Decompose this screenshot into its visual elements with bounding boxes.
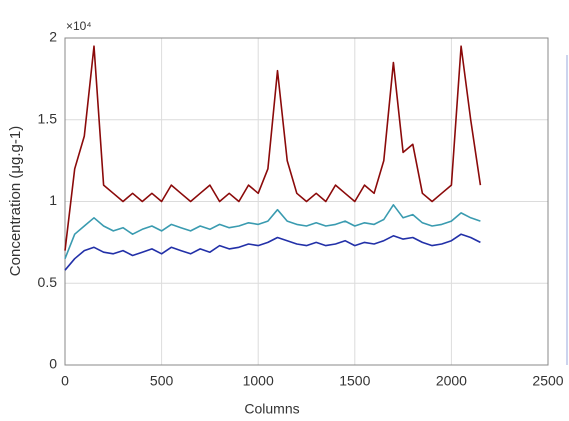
x-axis-label: Columns [244, 401, 299, 417]
y-tick-label: 1 [49, 192, 57, 208]
data-line [64, 204, 481, 259]
x-tick-label: 0 [61, 373, 69, 389]
data-line [64, 233, 481, 271]
y-tick-label: 0.5 [38, 274, 58, 290]
x-tick-label: 1000 [243, 373, 274, 389]
y-tick-label: 2 [49, 29, 57, 45]
x-tick-label: 2500 [532, 373, 563, 389]
y-tick-label: 0 [49, 356, 57, 372]
data-line [64, 45, 482, 251]
y-tick-label: 1.5 [38, 110, 58, 126]
x-tick-label: 2000 [436, 373, 467, 389]
axes-box [64, 37, 549, 366]
y-exponent: ×10⁴ [66, 19, 92, 33]
y-axis-label: Concentration (μg.g-1) [7, 126, 24, 276]
x-tick-label: 500 [150, 373, 174, 389]
x-tick-label: 1500 [339, 373, 370, 389]
